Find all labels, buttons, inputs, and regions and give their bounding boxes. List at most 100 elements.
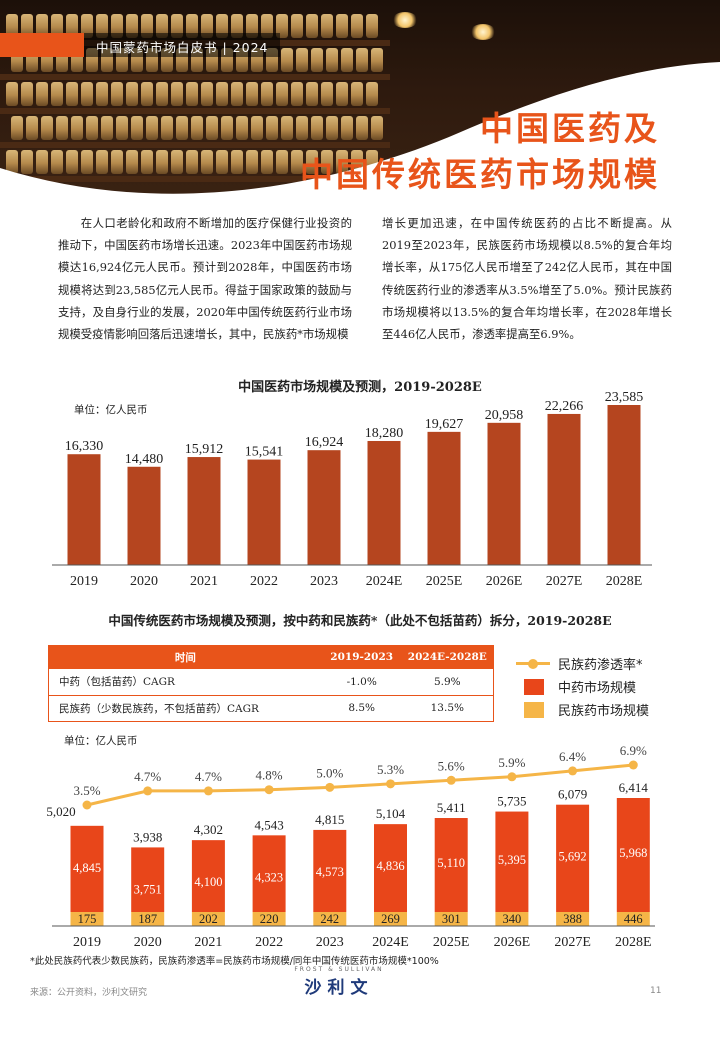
body-text-left: 在人口老龄化和政府不断增加的医疗保健行业投资的推动下，中国医药市场增长迅速。20…	[58, 216, 352, 342]
shelf-jar	[126, 14, 138, 38]
shelf-jar	[51, 150, 63, 174]
x-tick-label: 2027E	[554, 935, 591, 950]
tcm-value-label: 5,968	[619, 846, 647, 860]
penetration-point	[325, 782, 335, 792]
cagr-header-2019-2023: 2019-2023	[321, 645, 402, 669]
total-value-label: 5,735	[497, 794, 526, 809]
table-cell: 民族药（少数民族药，不包括苗药）CAGR	[47, 695, 322, 722]
cagr-table: 时间 2019-2023 2024E-2028E 中药（包括苗药）CAGR -1…	[47, 645, 494, 722]
shelf-jar	[71, 116, 83, 140]
shelf-jar	[96, 82, 108, 106]
table-row: 中药（包括苗药）CAGR -1.0% 5.9%	[47, 669, 494, 696]
ethnic-value-label: 388	[563, 912, 582, 926]
shelf-jar	[336, 14, 348, 38]
penetration-label: 5.9%	[498, 755, 525, 770]
ethnic-value-label: 175	[78, 912, 97, 926]
bar-segment-ethnic	[70, 912, 104, 926]
body-text-right: 增长更加迅速，在中国传统医药的占比不断提高。从2019至2023年，民族医药市场…	[382, 216, 672, 342]
x-tick-label: 2028E	[606, 574, 643, 589]
shelf-jar	[321, 150, 333, 174]
shelf-jar	[246, 150, 258, 174]
logo-main-text: 沙利文	[304, 978, 374, 998]
shelf-board	[0, 108, 390, 114]
chart2-title: 中国传统医药市场规模及预测，按中药和民族药*（此处不包括苗药）拆分，2019-2…	[108, 613, 612, 628]
x-tick-label: 2026E	[494, 935, 531, 950]
page-title-line2: 中国传统医药市场规模	[300, 155, 660, 194]
legend-item-ethnic: 民族药市场规模	[516, 698, 649, 721]
shelf-jar	[231, 82, 243, 106]
ceiling-lamp	[392, 12, 418, 28]
x-tick-label: 2021	[190, 574, 218, 589]
bar	[367, 440, 401, 565]
ethnic-value-label: 269	[381, 912, 400, 926]
shelf-jar	[281, 48, 293, 72]
shelf-jar	[21, 14, 33, 38]
bar-value-label: 14,480	[125, 452, 164, 467]
penetration-label: 4.7%	[195, 769, 222, 784]
shelf-jar	[96, 14, 108, 38]
bar	[607, 405, 641, 565]
bar-segment-ethnic	[556, 912, 590, 926]
bar-segment-ethnic	[313, 912, 347, 926]
header-strip	[84, 33, 280, 57]
x-tick-label: 2019	[73, 935, 101, 950]
penetration-label: 5.3%	[377, 762, 404, 777]
penetration-point	[386, 779, 395, 789]
shelf-jar	[36, 150, 48, 174]
legend-label: 中药市场规模	[558, 681, 637, 696]
shelf-jar	[66, 150, 78, 174]
bar-segment-tcm	[252, 835, 286, 912]
total-value-label: 5,411	[437, 800, 466, 815]
shelf-jar	[276, 150, 288, 174]
tcm-value-label: 4,573	[316, 865, 344, 879]
penetration-label: 4.7%	[134, 769, 161, 784]
bar-segment-ethnic	[252, 912, 286, 926]
shelf-jar	[81, 82, 93, 106]
shelf-jar	[341, 116, 353, 140]
shelf-jar	[186, 82, 198, 106]
penetration-point	[446, 775, 456, 785]
penetration-label: 5.6%	[438, 758, 465, 773]
shelf-jar	[201, 82, 213, 106]
bar-segment-ethnic	[434, 912, 468, 926]
shelf-jar	[336, 150, 348, 174]
penetration-label: 3.5%	[73, 783, 100, 798]
shelf-jar	[176, 116, 188, 140]
shelf-jar	[156, 82, 168, 106]
shelf-jar	[336, 82, 348, 106]
legend-item-penetration: 民族药渗透率*	[516, 652, 649, 675]
bar-value-label: 15,541	[245, 445, 284, 460]
x-tick-label: 2019	[70, 574, 98, 589]
total-value-label: 4,302	[194, 822, 223, 837]
bar	[427, 431, 461, 565]
shelf-jar	[56, 116, 68, 140]
bar	[247, 459, 281, 565]
ethnic-value-label: 340	[503, 912, 522, 926]
legend-line-marker	[516, 658, 550, 669]
penetration-label: 6.4%	[559, 749, 586, 764]
shelf-jar	[296, 116, 308, 140]
shelf-jar	[371, 116, 383, 140]
shelf-jar	[321, 82, 333, 106]
shelf-jar	[371, 48, 383, 72]
shelf-jar	[66, 14, 78, 38]
shelf-jar	[266, 116, 278, 140]
shelf-jar	[21, 150, 33, 174]
shelf-board	[0, 142, 390, 148]
bar-segment-ethnic	[374, 912, 407, 926]
total-value-label: 5,020	[46, 804, 75, 819]
bar	[307, 450, 341, 565]
shelf-jar	[251, 116, 263, 140]
total-value-label: 4,815	[315, 812, 344, 827]
shelf-jar	[171, 150, 183, 174]
shelf-jar	[6, 150, 18, 174]
bar	[67, 454, 101, 565]
table-cell: 13.5%	[401, 695, 494, 722]
chart1-unit-label: 单位：亿人民币	[74, 404, 148, 416]
shelf-jar	[311, 48, 323, 72]
shelf-jar	[231, 14, 243, 38]
table-cell: -1.0%	[321, 669, 402, 696]
shelf-jar	[81, 150, 93, 174]
bar-value-label: 23,585	[605, 390, 644, 405]
total-value-label: 3,938	[133, 829, 162, 844]
